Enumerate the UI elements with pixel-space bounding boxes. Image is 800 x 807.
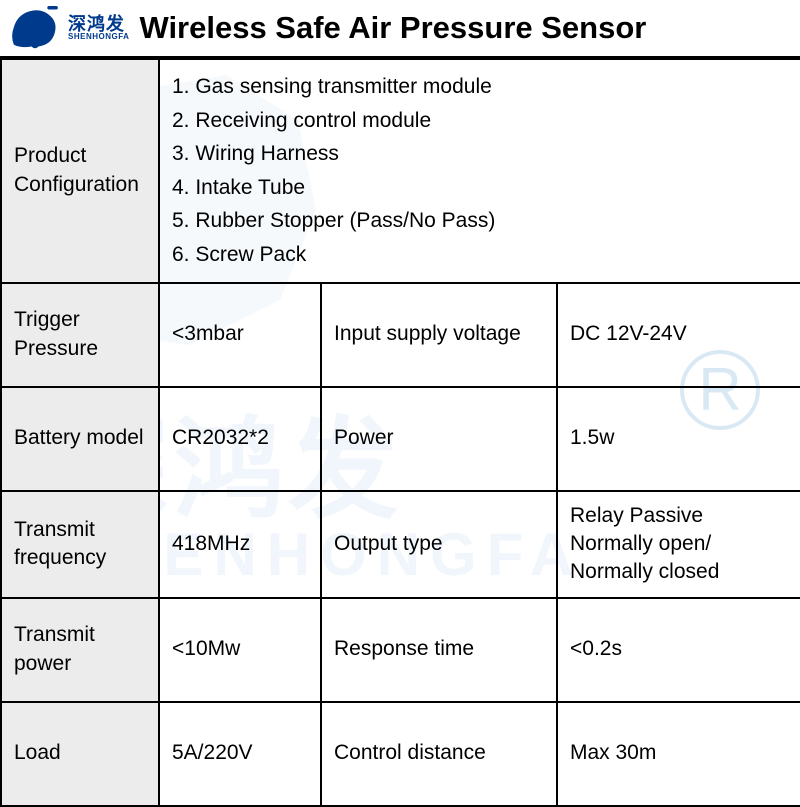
table-row: Load 5A/220V Control distance Max 30m (1, 702, 800, 806)
table-row: Product Configuration 1. Gas sensing tra… (1, 59, 800, 283)
list-item: 5. Rubber Stopper (Pass/No Pass) (172, 204, 788, 238)
spec-label: Output type (321, 491, 557, 598)
brand-name-cn: 深鸿发 (68, 15, 129, 33)
spec-value: 418MHz (159, 491, 321, 598)
spec-label: Response time (321, 598, 557, 702)
spec-value: 1.5w (557, 387, 800, 491)
list-item: 2. Receiving control module (172, 104, 788, 138)
page-title: Wireless Safe Air Pressure Sensor (139, 10, 646, 46)
spec-value: 5A/220V (159, 702, 321, 806)
spec-value: <10Mw (159, 598, 321, 702)
table-row: Transmit power <10Mw Response time <0.2s (1, 598, 800, 702)
spec-label: Input supply voltage (321, 283, 557, 387)
spec-label: Power (321, 387, 557, 491)
spec-label: Load (1, 702, 159, 806)
config-label: Product Configuration (1, 59, 159, 283)
table-row: Trigger Pressure <3mbar Input supply vol… (1, 283, 800, 387)
list-item: 4. Intake Tube (172, 171, 788, 205)
spec-value: DC 12V-24V (557, 283, 800, 387)
spec-label: Control distance (321, 702, 557, 806)
spec-value: <3mbar (159, 283, 321, 387)
spec-label: Transmit frequency (1, 491, 159, 598)
header-row: 深鸿发 SHENHONGFA Wireless Safe Air Pressur… (0, 0, 800, 58)
list-item: 3. Wiring Harness (172, 137, 788, 171)
config-list: 1. Gas sensing transmitter module 2. Rec… (172, 70, 788, 272)
spec-table: Product Configuration 1. Gas sensing tra… (0, 58, 800, 807)
spec-label: Transmit power (1, 598, 159, 702)
spec-value: Max 30m (557, 702, 800, 806)
brand-logo: 深鸿发 SHENHONGFA (8, 6, 129, 50)
lion-icon (8, 6, 62, 50)
list-item: 6. Screw Pack (172, 238, 788, 272)
table-row: Transmit frequency 418MHz Output type Re… (1, 491, 800, 598)
spec-value: <0.2s (557, 598, 800, 702)
spec-value: Relay Passive Normally open/ Normally cl… (557, 491, 800, 598)
list-item: 1. Gas sensing transmitter module (172, 70, 788, 104)
spec-label: Trigger Pressure (1, 283, 159, 387)
spec-sheet: 深鸿发 SHENHONGFA Wireless Safe Air Pressur… (0, 0, 800, 800)
table-row: Battery model CR2032*2 Power 1.5w (1, 387, 800, 491)
spec-value: CR2032*2 (159, 387, 321, 491)
brand-name-en: SHENHONGFA (68, 33, 129, 41)
config-value: 1. Gas sensing transmitter module 2. Rec… (159, 59, 800, 283)
spec-label: Battery model (1, 387, 159, 491)
